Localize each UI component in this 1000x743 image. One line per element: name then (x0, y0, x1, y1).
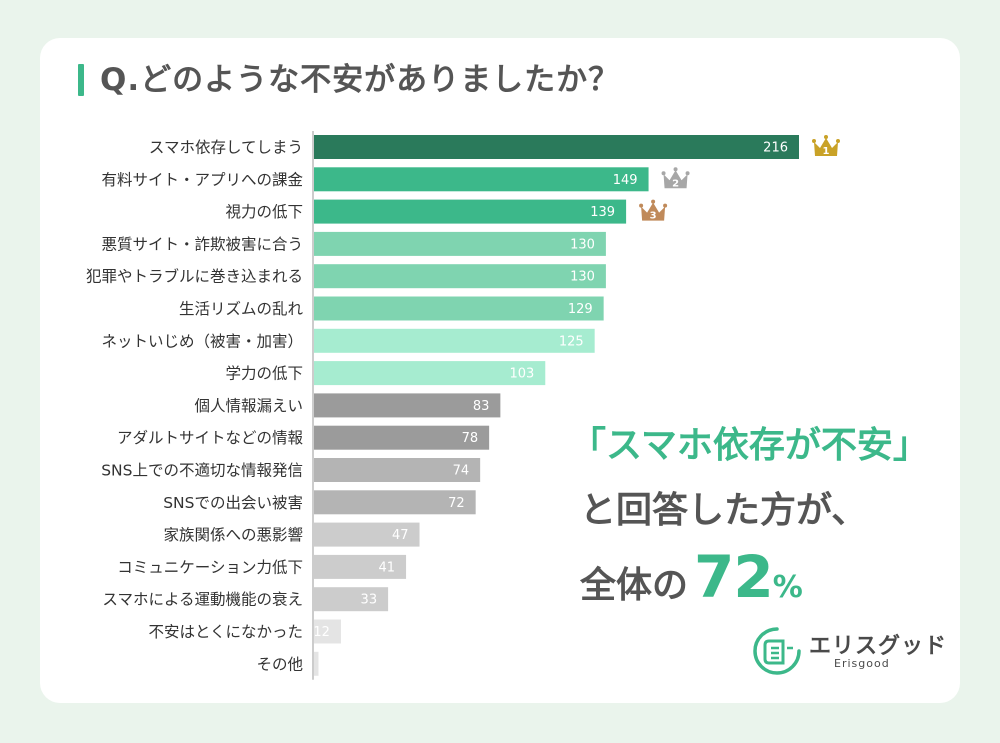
bar (314, 199, 627, 224)
bar (314, 361, 546, 386)
bar (314, 135, 799, 159)
crown-icon: 3 (639, 199, 668, 222)
category-label: その他 (256, 655, 303, 673)
category-label: 家族関係への悪影響 (163, 526, 303, 544)
value-label: 47 (392, 528, 409, 543)
value-label: 83 (473, 399, 490, 414)
value-label: 2 (325, 657, 333, 672)
bar (314, 167, 649, 192)
value-label: 125 (559, 334, 584, 349)
category-label: 悪質サイト・詐欺被害に合う (101, 235, 303, 253)
callout: 「スマホ依存が不安」 と回答した方が、 全体の 72% (570, 418, 940, 612)
bar (314, 554, 407, 579)
value-label: 149 (613, 173, 638, 188)
logo-name: エリスグッド (809, 634, 948, 659)
category-label: ネットいじめ（被害・加害） (101, 332, 303, 350)
category-label: スマホによる運動機能の衰え (102, 591, 303, 609)
category-label: 有料サイト・アプリへの課金 (101, 171, 303, 189)
value-label: 74 (453, 464, 470, 479)
value-label: 129 (568, 302, 593, 317)
value-label: 130 (570, 237, 595, 252)
category-label: コミュニケーション力低下 (117, 558, 303, 576)
bar (314, 458, 481, 482)
callout-line2: と回答した方が、 (580, 490, 868, 531)
bar (314, 651, 319, 676)
chart-title: Q.どのような不安がありましたか？ (100, 62, 621, 98)
bar (314, 231, 606, 256)
erisgood-logo-icon (753, 627, 801, 675)
bar (314, 490, 476, 515)
bar (314, 328, 595, 353)
rank-number: 3 (650, 211, 657, 222)
value-label: 216 (763, 141, 788, 156)
logo-subtitle: Erisgood (834, 657, 890, 670)
bar (314, 264, 606, 289)
value-label: 130 (570, 270, 595, 285)
category-label: 視力の低下 (225, 203, 303, 221)
category-label: 不安はとくになかった (148, 623, 303, 641)
crown-icon: 2 (661, 167, 690, 189)
callout-prefix: 全体の (580, 565, 689, 606)
bar (314, 522, 420, 547)
value-label: 139 (590, 205, 615, 220)
category-label: 学力の低下 (225, 365, 303, 383)
category-label: アダルトサイトなどの情報 (117, 429, 304, 447)
category-label: 犯罪やトラブルに巻き込まれる (86, 267, 303, 286)
callout-line1: 「スマホ依存が不安」 (570, 425, 929, 466)
callout-unit: % (772, 570, 803, 605)
value-label: 78 (462, 431, 479, 446)
category-label: スマホ依存してしまう (149, 139, 303, 157)
callout-number: 72 (694, 543, 774, 611)
bar (314, 393, 501, 418)
category-label: 生活リズムの乱れ (179, 300, 304, 318)
rank-number: 1 (823, 146, 830, 157)
value-label: 12 (313, 625, 330, 640)
category-label: 個人情報漏えい (194, 397, 303, 415)
value-label: 33 (361, 593, 378, 608)
title-accent-bar (78, 64, 84, 96)
bar (314, 619, 341, 644)
category-label: SNS上での不適切な情報発信 (101, 462, 303, 480)
bar (314, 587, 389, 612)
value-label: 72 (448, 496, 465, 511)
bar (314, 296, 604, 321)
logo: エリスグッド Erisgood (752, 626, 946, 680)
bar (314, 425, 490, 450)
crown-icon: 1 (812, 135, 840, 157)
callout-line3: 全体の 72% (580, 542, 940, 612)
value-label: 41 (379, 560, 396, 575)
value-label: 103 (509, 367, 534, 382)
rank-number: 2 (672, 178, 679, 189)
category-label: SNSでの出会い被害 (163, 494, 303, 512)
